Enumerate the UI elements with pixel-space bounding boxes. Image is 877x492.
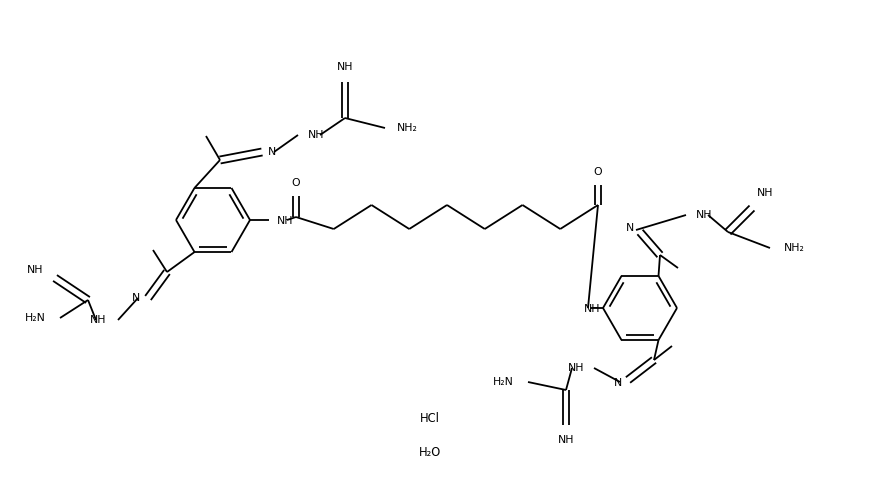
Text: NH: NH [89, 315, 106, 325]
Text: N: N [132, 293, 139, 303]
Text: H₂N: H₂N [25, 313, 46, 323]
Text: HCl: HCl [419, 411, 439, 425]
Text: NH: NH [308, 130, 324, 140]
Text: NH: NH [756, 188, 773, 198]
Text: O: O [593, 167, 602, 177]
Text: O: O [291, 178, 300, 188]
Text: N: N [267, 147, 276, 157]
Text: NH₂: NH₂ [783, 243, 804, 253]
Text: H₂O: H₂O [418, 445, 440, 459]
Text: NH: NH [695, 210, 712, 220]
Text: N: N [613, 378, 621, 388]
Text: NH: NH [276, 216, 293, 226]
Text: NH: NH [26, 265, 43, 275]
Text: NH: NH [557, 435, 574, 445]
Text: H₂N: H₂N [493, 377, 513, 387]
Text: NH: NH [567, 363, 583, 373]
Text: N: N [625, 223, 633, 233]
Text: NH: NH [583, 304, 599, 314]
Text: NH: NH [337, 62, 353, 72]
Text: NH₂: NH₂ [396, 123, 417, 133]
